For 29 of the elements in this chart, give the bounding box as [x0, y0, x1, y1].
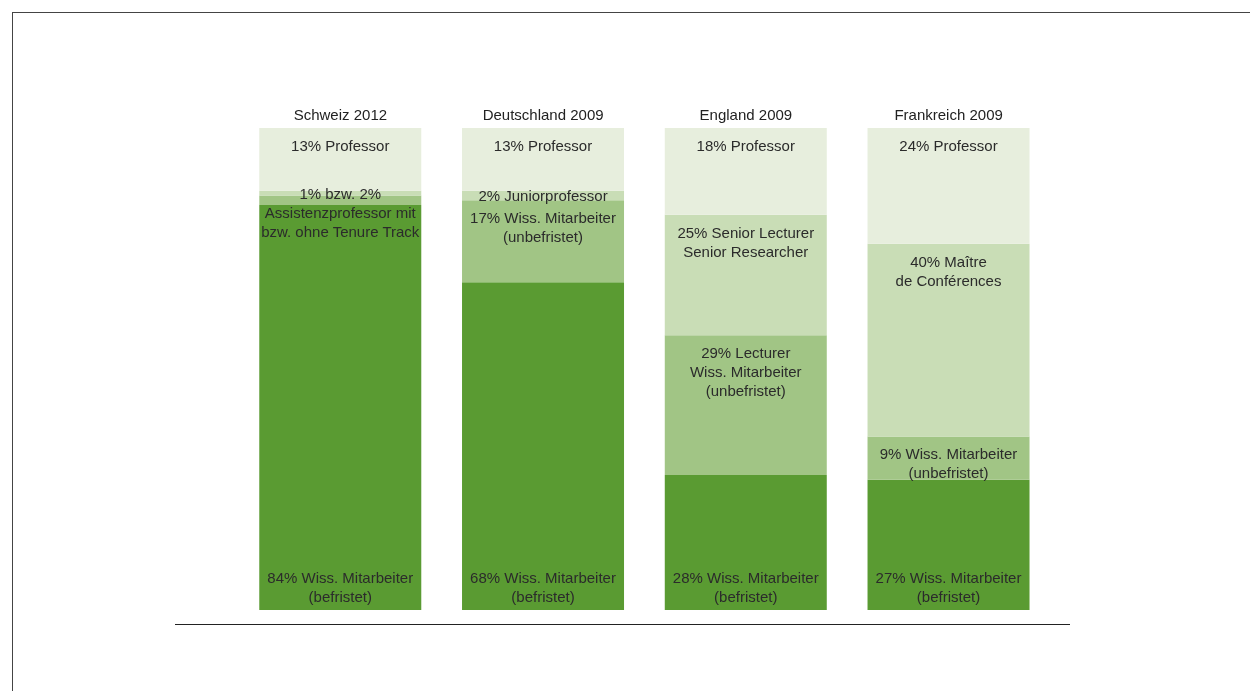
data-label: 13% Professor	[291, 137, 390, 154]
bar	[867, 479, 1030, 610]
data-label: 84% Wiss. Mitarbeiter (befristet)	[267, 569, 414, 605]
bar	[462, 128, 625, 191]
data-label: 28% Wiss. Mitarbeiter (befristet)	[672, 569, 819, 605]
bar	[664, 335, 827, 476]
x-tick-label: Deutschland 2009	[482, 106, 604, 123]
bar	[259, 205, 422, 610]
bar	[867, 243, 1030, 437]
data-label: 9% Wiss. Mitarbeiter (unbefristet)	[879, 445, 1018, 482]
bar	[664, 214, 827, 336]
data-label: 25% Senior Lecturer Senior Researcher	[677, 223, 815, 260]
data-label: 29% Lecturer Wiss. Mitarbeiter (unbefristet)	[689, 344, 802, 400]
data-label: 18% Professor	[696, 137, 795, 154]
x-tick-label: Schweiz 2012	[293, 106, 388, 123]
bar	[462, 282, 625, 610]
data-label: 2% Juniorprofessor	[478, 187, 608, 205]
data-label: 40% Maître de Conférences	[895, 252, 1002, 289]
data-label: 24% Professor	[899, 137, 998, 154]
bar	[867, 128, 1030, 244]
bar	[664, 475, 827, 610]
x-tick-label: Frankreich 2009	[894, 106, 1003, 123]
data-label: 17% Wiss. Mitarbeiter (unbefristet)	[470, 209, 616, 246]
bar	[664, 128, 827, 215]
x-tick-label: England 2009	[699, 106, 793, 123]
data-label: 68% Wiss. Mitarbeiter (befristet)	[470, 569, 616, 605]
data-label: 27% Wiss. Mitarbeiter (befristet)	[875, 569, 1022, 605]
data-label: 13% Professor	[493, 137, 593, 154]
data-label: 1% bzw. 2% Assistenzprofessor mit bzw. ohne Tenure Track	[261, 185, 420, 241]
